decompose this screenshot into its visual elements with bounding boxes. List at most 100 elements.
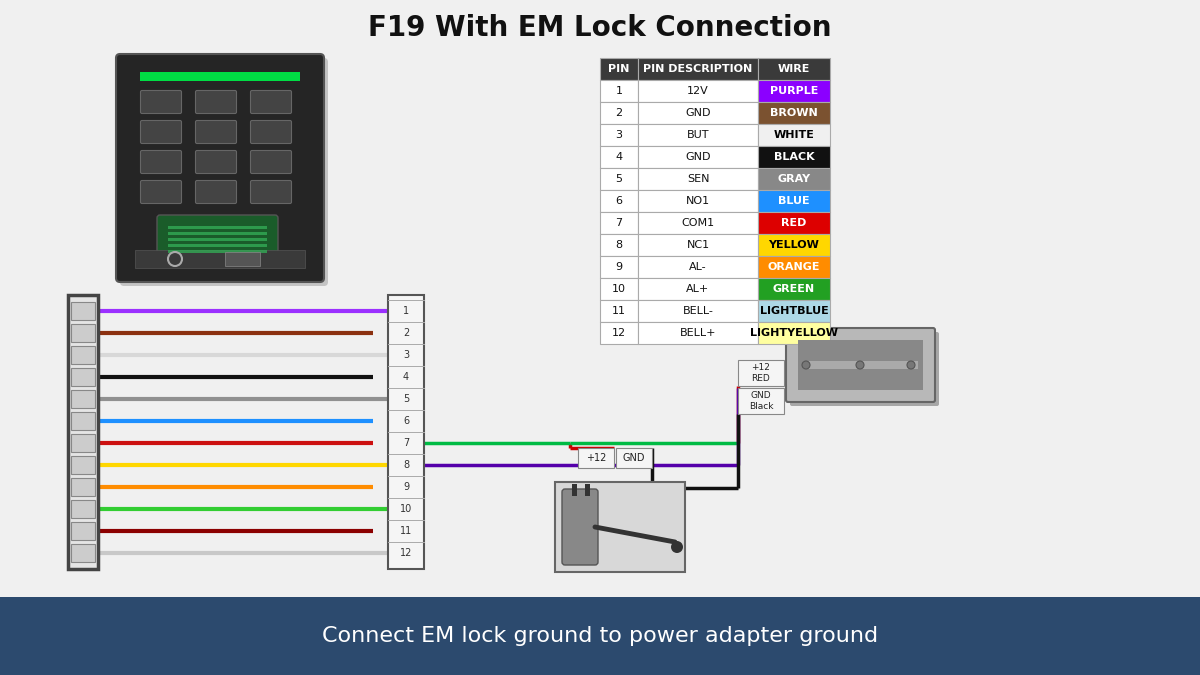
Text: 7: 7 bbox=[616, 218, 623, 228]
Bar bbox=[738, 388, 784, 414]
Bar bbox=[572, 484, 577, 496]
Text: BELL+: BELL+ bbox=[679, 328, 716, 338]
Text: 3: 3 bbox=[616, 130, 623, 140]
Text: 2: 2 bbox=[403, 328, 409, 338]
Bar bbox=[71, 544, 95, 562]
FancyBboxPatch shape bbox=[157, 215, 278, 261]
Text: BLUE: BLUE bbox=[778, 196, 810, 206]
Bar bbox=[168, 250, 266, 253]
FancyBboxPatch shape bbox=[196, 121, 236, 144]
Text: GRAY: GRAY bbox=[778, 174, 810, 184]
Text: 5: 5 bbox=[616, 174, 623, 184]
Bar bbox=[758, 146, 830, 168]
Text: LIGHTYELLOW: LIGHTYELLOW bbox=[750, 328, 838, 338]
FancyBboxPatch shape bbox=[251, 90, 292, 113]
Bar bbox=[71, 412, 95, 430]
Bar bbox=[758, 322, 830, 344]
FancyBboxPatch shape bbox=[196, 180, 236, 203]
Bar bbox=[638, 234, 758, 256]
Text: 6: 6 bbox=[403, 416, 409, 426]
FancyBboxPatch shape bbox=[196, 151, 236, 173]
FancyBboxPatch shape bbox=[786, 328, 935, 402]
Text: 5: 5 bbox=[403, 394, 409, 404]
Bar bbox=[600, 168, 638, 190]
FancyBboxPatch shape bbox=[140, 121, 181, 144]
Bar bbox=[600, 212, 638, 234]
FancyBboxPatch shape bbox=[116, 54, 324, 282]
Bar bbox=[0, 597, 1200, 675]
Text: 9: 9 bbox=[403, 482, 409, 492]
Bar bbox=[140, 72, 300, 81]
Text: 4: 4 bbox=[403, 372, 409, 382]
FancyBboxPatch shape bbox=[140, 180, 181, 203]
Bar bbox=[578, 448, 614, 468]
Text: PURPLE: PURPLE bbox=[770, 86, 818, 96]
Bar bbox=[638, 80, 758, 102]
Circle shape bbox=[802, 361, 810, 369]
Text: WHITE: WHITE bbox=[774, 130, 815, 140]
Text: BLACK: BLACK bbox=[774, 152, 815, 162]
Bar bbox=[758, 190, 830, 212]
Bar bbox=[600, 80, 638, 102]
Bar bbox=[638, 190, 758, 212]
FancyBboxPatch shape bbox=[251, 151, 292, 173]
Bar bbox=[168, 226, 266, 229]
Bar bbox=[71, 302, 95, 320]
Bar bbox=[638, 256, 758, 278]
Text: +12: +12 bbox=[586, 453, 606, 463]
Bar bbox=[134, 250, 305, 268]
Text: 1: 1 bbox=[616, 86, 623, 96]
FancyBboxPatch shape bbox=[251, 121, 292, 144]
Text: 6: 6 bbox=[616, 196, 623, 206]
FancyBboxPatch shape bbox=[562, 489, 598, 565]
Bar bbox=[600, 190, 638, 212]
Text: 12: 12 bbox=[400, 548, 412, 558]
Bar bbox=[600, 278, 638, 300]
Text: 3: 3 bbox=[403, 350, 409, 360]
Text: 2: 2 bbox=[616, 108, 623, 118]
Circle shape bbox=[907, 361, 916, 369]
Text: AL-: AL- bbox=[689, 262, 707, 272]
Bar bbox=[616, 448, 652, 468]
Bar bbox=[71, 434, 95, 452]
FancyBboxPatch shape bbox=[140, 151, 181, 173]
Bar bbox=[68, 295, 98, 569]
Bar bbox=[758, 212, 830, 234]
Text: 9: 9 bbox=[616, 262, 623, 272]
Bar bbox=[638, 212, 758, 234]
FancyBboxPatch shape bbox=[120, 58, 328, 286]
Bar bbox=[758, 234, 830, 256]
Text: 8: 8 bbox=[403, 460, 409, 470]
Text: 10: 10 bbox=[400, 504, 412, 514]
Bar bbox=[168, 232, 266, 235]
Bar bbox=[71, 346, 95, 364]
Bar bbox=[738, 360, 784, 386]
Bar bbox=[600, 322, 638, 344]
Bar bbox=[600, 124, 638, 146]
Text: 8: 8 bbox=[616, 240, 623, 250]
FancyBboxPatch shape bbox=[790, 332, 940, 406]
Text: 12V: 12V bbox=[688, 86, 709, 96]
Bar bbox=[758, 256, 830, 278]
Text: PIN DESCRIPTION: PIN DESCRIPTION bbox=[643, 64, 752, 74]
Text: 7: 7 bbox=[403, 438, 409, 448]
Bar bbox=[638, 146, 758, 168]
Bar bbox=[600, 234, 638, 256]
Bar bbox=[638, 58, 758, 80]
Bar bbox=[638, 278, 758, 300]
Bar bbox=[638, 168, 758, 190]
Bar bbox=[71, 500, 95, 518]
Text: Connect EM lock ground to power adapter ground: Connect EM lock ground to power adapter … bbox=[322, 626, 878, 646]
Bar bbox=[600, 256, 638, 278]
Bar bbox=[798, 340, 923, 390]
Text: 11: 11 bbox=[612, 306, 626, 316]
Text: WIRE: WIRE bbox=[778, 64, 810, 74]
Text: YELLOW: YELLOW bbox=[768, 240, 820, 250]
Text: +12
RED: +12 RED bbox=[751, 363, 770, 383]
Bar bbox=[600, 102, 638, 124]
Text: F19 With EM Lock Connection: F19 With EM Lock Connection bbox=[368, 14, 832, 42]
Text: BUT: BUT bbox=[686, 130, 709, 140]
Bar bbox=[803, 361, 918, 369]
Text: COM1: COM1 bbox=[682, 218, 714, 228]
Text: 4: 4 bbox=[616, 152, 623, 162]
